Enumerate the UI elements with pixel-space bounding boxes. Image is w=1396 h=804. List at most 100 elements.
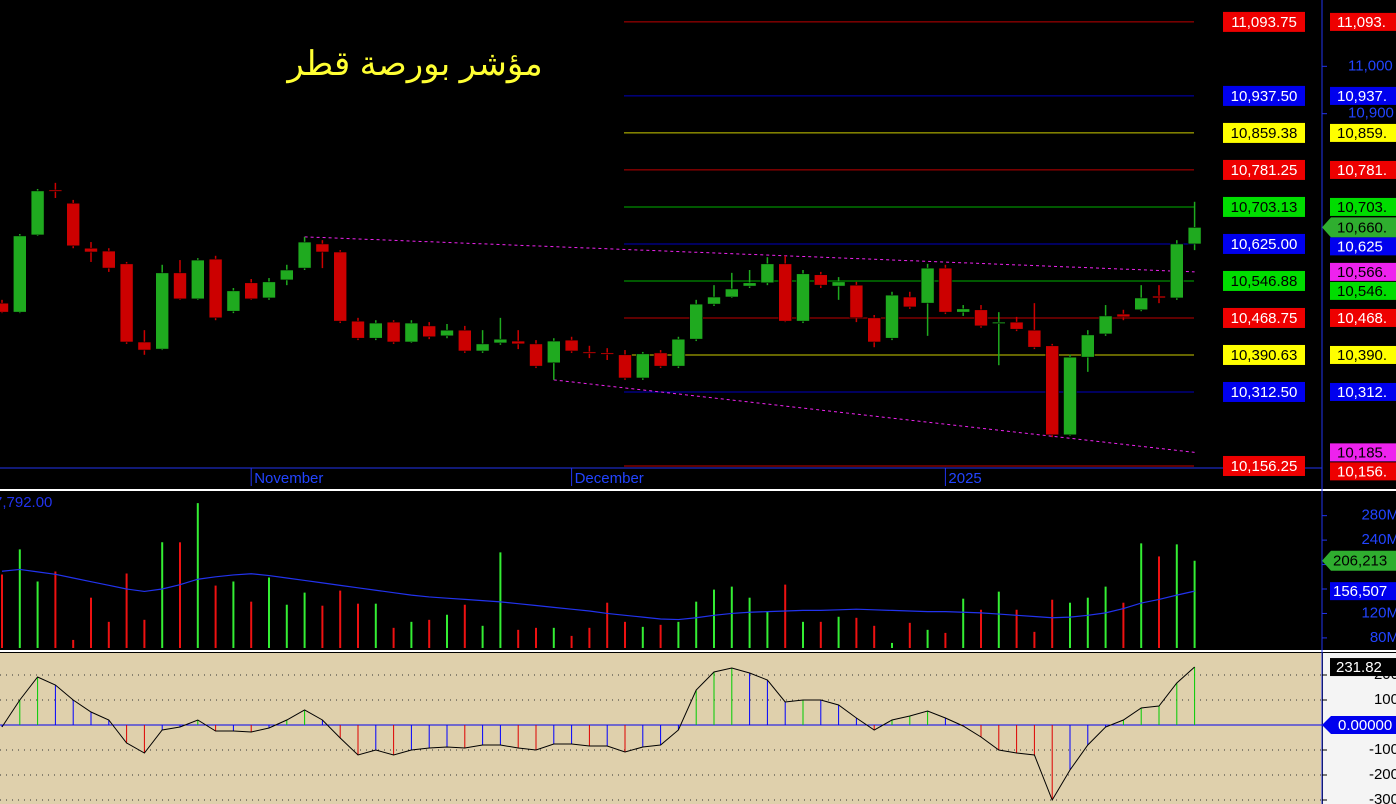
axis-tag bbox=[1330, 382, 1396, 401]
trendline bbox=[304, 236, 1195, 273]
candle-body bbox=[244, 282, 258, 300]
oscillator-tag bbox=[1330, 658, 1396, 677]
volume-average bbox=[1, 568, 1195, 621]
candle-body bbox=[635, 353, 650, 379]
x-tick-label: December bbox=[575, 470, 644, 487]
axis-tag-label: 10,781. bbox=[1337, 162, 1387, 179]
candle-body bbox=[119, 263, 134, 343]
oscillator-line bbox=[1, 666, 1195, 802]
candle-body bbox=[707, 296, 721, 305]
level-tag bbox=[1223, 270, 1305, 291]
candle-body bbox=[66, 202, 80, 247]
level-label: 10,312.50 bbox=[1231, 384, 1298, 401]
axis-tag bbox=[1330, 237, 1396, 256]
candle-body bbox=[137, 341, 152, 351]
chart-title: مؤشر بورصة قطر bbox=[285, 45, 542, 84]
axis-tag bbox=[1330, 12, 1396, 31]
candle-body bbox=[760, 263, 775, 284]
x-tick-label: 2025 bbox=[948, 470, 981, 487]
candle-body bbox=[689, 303, 704, 340]
axis-tag-label: 10,185. bbox=[1337, 444, 1387, 461]
level-tag bbox=[1223, 455, 1305, 476]
candle-body bbox=[440, 329, 454, 337]
candle-body bbox=[1187, 227, 1202, 245]
candle-body bbox=[422, 325, 437, 338]
level-tag bbox=[1223, 233, 1305, 254]
level-label: 10,859.38 bbox=[1231, 125, 1298, 142]
candle-body bbox=[831, 281, 846, 287]
candle-body bbox=[386, 321, 401, 343]
axis-tag-label: 10,390. bbox=[1337, 347, 1387, 364]
candle-body bbox=[956, 308, 971, 313]
level-tag bbox=[1223, 11, 1305, 32]
candle-body bbox=[529, 343, 543, 367]
axis-tag-label: 11,093. bbox=[1337, 14, 1386, 31]
axis-tag-label: 10,859. bbox=[1337, 125, 1387, 142]
candle-body bbox=[885, 294, 899, 339]
y-tick-label: 280M bbox=[1361, 507, 1396, 524]
axis-tag-label: 10,566. bbox=[1337, 264, 1387, 281]
candle-body bbox=[1045, 345, 1059, 436]
candle-body bbox=[173, 272, 187, 300]
level-tag bbox=[1223, 307, 1305, 328]
candle-body bbox=[457, 329, 472, 352]
axis-tag bbox=[1330, 345, 1396, 364]
level-label: 10,156.25 bbox=[1231, 458, 1298, 475]
level-tag bbox=[1223, 85, 1305, 106]
candle-body bbox=[208, 258, 223, 319]
zero-tag bbox=[1322, 716, 1396, 734]
candle-body bbox=[1134, 297, 1148, 311]
average-tag bbox=[1330, 582, 1396, 601]
level-tag bbox=[1223, 196, 1305, 217]
candle-body bbox=[618, 354, 632, 379]
y-tick-label: -300 bbox=[1369, 791, 1396, 804]
y-tick-label: 240M bbox=[1361, 531, 1396, 548]
candle-body bbox=[902, 296, 917, 308]
candle-body bbox=[1063, 356, 1077, 436]
candle-body bbox=[1152, 295, 1166, 299]
candle-body bbox=[867, 317, 882, 343]
axis-tag bbox=[1330, 308, 1396, 327]
axis-tag bbox=[1330, 443, 1396, 462]
y-tick-label: 11,000 bbox=[1348, 57, 1393, 74]
y-tick-label: 120M bbox=[1361, 604, 1396, 621]
axis-tag bbox=[1330, 197, 1396, 216]
level-tag bbox=[1223, 381, 1305, 402]
candle-body bbox=[671, 338, 686, 367]
y-tick-label: 10,900 bbox=[1348, 105, 1394, 122]
candle-body bbox=[155, 272, 169, 350]
candle-body bbox=[1116, 313, 1131, 318]
axis-tag bbox=[1330, 160, 1396, 179]
y-tick-label: -100 bbox=[1369, 741, 1396, 758]
candle-body bbox=[511, 340, 526, 345]
candle-body bbox=[48, 189, 63, 192]
candle-body bbox=[1170, 243, 1184, 299]
x-tick-label: November bbox=[254, 470, 323, 487]
volume-tag-label: 206,213 bbox=[1333, 553, 1387, 570]
level-label: 10,625.00 bbox=[1231, 236, 1298, 253]
candle-body bbox=[13, 235, 27, 313]
level-label: 11,093.75 bbox=[1231, 14, 1297, 31]
candle-body bbox=[84, 247, 98, 253]
last-price-tag bbox=[1322, 217, 1396, 238]
volume-tag bbox=[1322, 550, 1396, 571]
candle-body bbox=[1081, 334, 1095, 358]
axis-tag-label: 10,703. bbox=[1337, 199, 1387, 216]
axis-tag bbox=[1330, 262, 1396, 281]
candle-body bbox=[315, 243, 330, 253]
candle-body bbox=[582, 351, 597, 354]
y-tick-label: 100 bbox=[1374, 691, 1396, 708]
candle-body bbox=[30, 190, 45, 236]
candle-body bbox=[920, 267, 935, 304]
candle-body bbox=[778, 263, 793, 322]
candle-body bbox=[262, 281, 276, 299]
candle-body bbox=[600, 352, 615, 355]
candle-body bbox=[564, 339, 579, 352]
axis-tag bbox=[1330, 86, 1396, 105]
level-label: 10,468.75 bbox=[1231, 310, 1298, 327]
candle-body bbox=[0, 302, 9, 313]
candle-body bbox=[279, 269, 294, 281]
axis-tag bbox=[1330, 123, 1396, 142]
candle-body bbox=[297, 241, 312, 269]
